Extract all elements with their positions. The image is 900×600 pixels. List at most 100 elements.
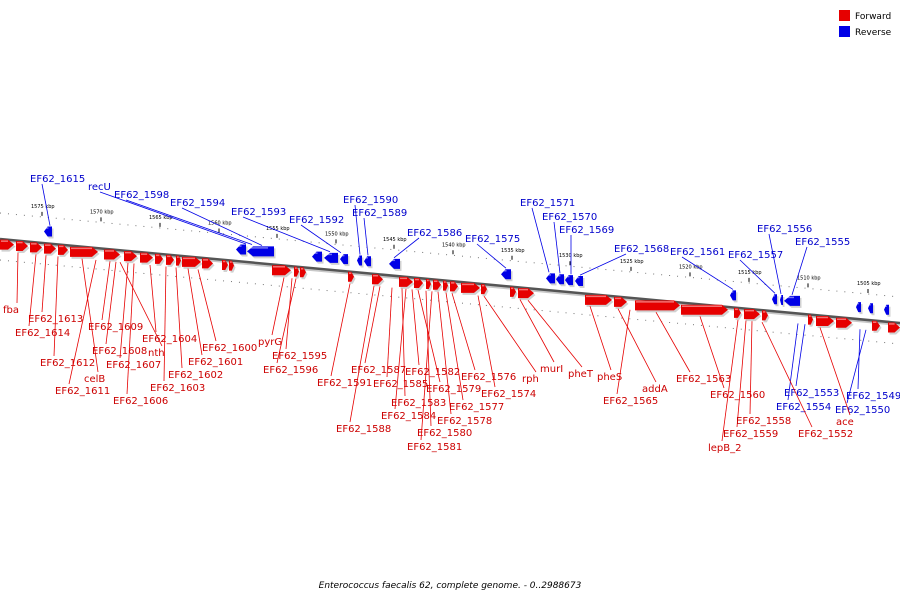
reverse-gene-arrow <box>389 258 402 271</box>
forward-gene-label: EF62_1578 <box>437 416 492 427</box>
reverse-gene-label: EF62_1555 <box>795 237 850 248</box>
forward-gene-label: fba <box>3 305 19 316</box>
scale-tick-label: 1540 kbp <box>442 242 466 248</box>
forward-gene-leader <box>721 319 739 442</box>
reverse-gene-leader <box>579 253 627 276</box>
reverse-gene-label: EF62_1589 <box>352 208 407 219</box>
forward-gene-label: celB <box>84 374 105 385</box>
forward-gene-arrow <box>70 246 100 259</box>
forward-gene-label: EF62_1607 <box>106 360 161 371</box>
forward-gene-leader <box>386 287 393 378</box>
forward-gene-arrow <box>414 278 425 291</box>
forward-gene-leader <box>437 291 452 415</box>
forward-gene-label: EF62_1579 <box>426 384 481 395</box>
reverse-gene-leader <box>857 329 861 390</box>
forward-gene-arrow <box>635 300 682 313</box>
forward-gene-leader <box>420 291 433 441</box>
forward-gene-arrow <box>836 317 854 330</box>
reverse-gene-label: EF62_1590 <box>343 195 398 206</box>
reverse-gene-arrow <box>868 303 875 316</box>
forward-gene-leader <box>617 308 657 383</box>
legend-swatch-forward <box>839 10 850 21</box>
scale-tick-label: 1520 kbp <box>679 264 703 270</box>
forward-gene-arrow <box>481 284 489 297</box>
reverse-gene-label: EF62_1561 <box>670 247 725 258</box>
forward-gene-label: pyrG <box>258 337 282 348</box>
forward-gene-leader <box>16 252 19 304</box>
forward-gene-label: EF62_1576 <box>461 372 516 383</box>
forward-gene-arrow <box>44 243 58 256</box>
forward-gene-leader <box>527 300 583 368</box>
forward-gene-label: pheT <box>568 369 594 380</box>
forward-gene-arrow <box>124 251 139 264</box>
reverse-gene-leader <box>300 224 342 254</box>
forward-gene-leader <box>28 254 37 327</box>
reverse-gene-arrow <box>546 273 557 286</box>
forward-gene-label: EF62_1595 <box>272 351 327 362</box>
forward-gene-leader <box>276 278 297 364</box>
forward-gene-leader <box>271 277 285 336</box>
reverse-gene-label: EF62_1550 <box>835 405 890 416</box>
forward-gene-label: addA <box>642 384 668 395</box>
scale-tick-label: 1515 kbp <box>738 270 762 276</box>
forward-gene-leader <box>736 320 747 428</box>
forward-gene-label: EF62_1583 <box>391 398 446 409</box>
reverse-gene-label: EF62_1556 <box>757 224 812 235</box>
reverse-gene-leader <box>363 217 369 256</box>
reverse-gene-leader <box>181 207 263 246</box>
reverse-gene-arrow <box>44 226 54 239</box>
forward-gene-arrow <box>140 252 155 265</box>
scale-tick-label: 1535 kbp <box>501 248 525 254</box>
reverse-gene-label: EF62_1568 <box>614 244 669 255</box>
reverse-gene-arrow <box>884 304 891 317</box>
scale-tick-label: 1510 kbp <box>797 275 821 281</box>
forward-gene-arrow <box>104 249 122 262</box>
forward-gene-label: pheS <box>597 372 622 383</box>
forward-gene-label: EF62_1600 <box>202 343 257 354</box>
forward-gene-arrow <box>426 278 433 291</box>
forward-gene-leader <box>349 285 375 423</box>
reverse-gene-label: EF62_1571 <box>520 198 575 209</box>
forward-gene-arrow <box>816 316 836 328</box>
forward-gene-label: EF62_1606 <box>113 396 168 407</box>
reverse-gene-arrow <box>247 246 276 259</box>
forward-gene-label: lepB_2 <box>708 443 742 454</box>
reverse-gene-arrow <box>565 275 575 288</box>
forward-gene-leader <box>101 261 111 321</box>
legend-label-reverse: Reverse <box>855 28 892 38</box>
forward-gene-arrow <box>229 260 236 273</box>
reverse-gene-label: EF62_1615 <box>30 174 85 185</box>
forward-gene-arrow <box>294 266 301 279</box>
scale-tick-label: 1565 kbp <box>149 215 173 221</box>
forward-gene-label: EF62_1604 <box>142 334 197 345</box>
forward-gene-label: EF62_1602 <box>168 370 223 381</box>
forward-gene-leader <box>330 283 351 377</box>
forward-gene-leader <box>519 299 555 363</box>
forward-gene-arrow <box>16 241 30 254</box>
reverse-gene-label: EF62_1575 <box>465 234 520 245</box>
reverse-gene-leader <box>41 183 51 226</box>
forward-gene-leader <box>149 264 157 333</box>
forward-gene-arrow <box>888 322 900 335</box>
scale-tick-label: 1555 kbp <box>266 226 290 232</box>
scale-tick-label: 1545 kbp <box>383 237 407 243</box>
reverse-gene-arrow <box>340 254 350 267</box>
forward-gene-label: EF62_1612 <box>40 358 95 369</box>
forward-gene-leader <box>105 261 117 345</box>
forward-gene-leader <box>749 321 753 415</box>
reverse-gene-arrow <box>784 295 802 308</box>
forward-gene-leader <box>41 255 47 313</box>
reverse-gene-label: EF62_1592 <box>289 215 344 226</box>
genome-backbone <box>0 237 900 325</box>
forward-gene-label: EF62_1587 <box>351 365 406 376</box>
forward-gene-label: EF62_1580 <box>417 428 472 439</box>
forward-gene-arrow <box>166 254 176 267</box>
forward-gene-label: murI <box>540 364 563 375</box>
forward-gene-arrow <box>443 280 450 293</box>
forward-gene-leader <box>187 268 203 356</box>
forward-gene-arrow <box>734 307 743 320</box>
forward-gene-label: EF62_1577 <box>449 402 504 413</box>
forward-gene-label: EF62_1596 <box>263 365 318 376</box>
reverse-gene-leader <box>795 324 806 387</box>
forward-gene-leader <box>699 316 725 389</box>
